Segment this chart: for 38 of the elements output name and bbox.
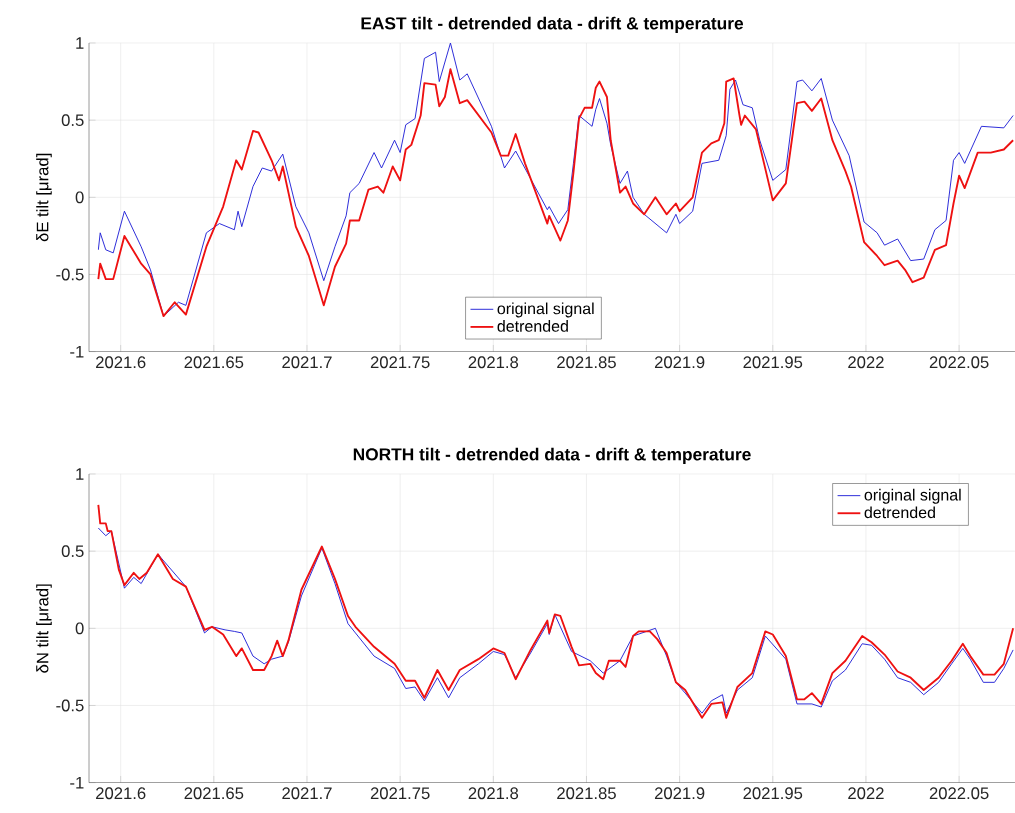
chart-title: NORTH tilt - detrended data - drift & temperature — [353, 447, 751, 464]
y-tick-label: 0 — [75, 622, 84, 635]
x-tick-label: 2022.05 — [929, 356, 989, 369]
legend-label: original signal — [497, 302, 594, 318]
x-tick-label: 2021.85 — [557, 356, 616, 369]
y-tick-label: 0.5 — [61, 545, 84, 558]
y-tick-label: 0.5 — [61, 114, 84, 127]
x-tick-label: 2021.75 — [370, 787, 430, 800]
x-tick-label: 2021.95 — [743, 356, 803, 369]
legend-label: detrended — [497, 320, 568, 332]
x-tick-label: 2021.8 — [468, 356, 519, 369]
legend-label: detrended — [864, 506, 935, 519]
x-tick-label: 2022 — [848, 356, 884, 369]
x-tick-label: 2021.8 — [468, 787, 519, 800]
y-tick-label: -0.5 — [56, 699, 84, 712]
y-axis-title: δN tilt [μrad] — [36, 584, 52, 673]
x-tick-label: 2021.65 — [184, 356, 244, 369]
x-tick-label: 2021.95 — [743, 787, 803, 800]
y-tick-label: -0.5 — [56, 268, 84, 281]
x-tick-label: 2021.85 — [557, 787, 616, 800]
x-tick-label: 2021.6 — [96, 356, 146, 369]
y-tick-label: 1 — [76, 468, 84, 480]
chart-title: EAST tilt - detrended data - drift & temperature — [361, 16, 744, 33]
x-tick-label: 2021.7 — [282, 787, 332, 800]
x-tick-label: 2021.75 — [370, 356, 430, 369]
y-axis-title: δE tilt [μrad] — [36, 153, 52, 242]
x-tick-label: 2021.6 — [96, 787, 146, 800]
x-tick-label: 2021.65 — [184, 787, 244, 800]
x-tick-label: 2022 — [848, 787, 884, 800]
x-tick-label: 2022.05 — [929, 787, 989, 800]
y-tick-label: -1 — [70, 345, 84, 358]
y-tick-label: -1 — [70, 776, 84, 789]
x-tick-label: 2021.9 — [654, 787, 705, 800]
x-tick-label: 2021.9 — [654, 356, 705, 369]
x-tick-label: 2021.7 — [282, 356, 332, 369]
legend-label: original signal — [864, 488, 961, 504]
y-tick-label: 1 — [76, 37, 84, 49]
y-tick-label: 0 — [75, 191, 84, 204]
